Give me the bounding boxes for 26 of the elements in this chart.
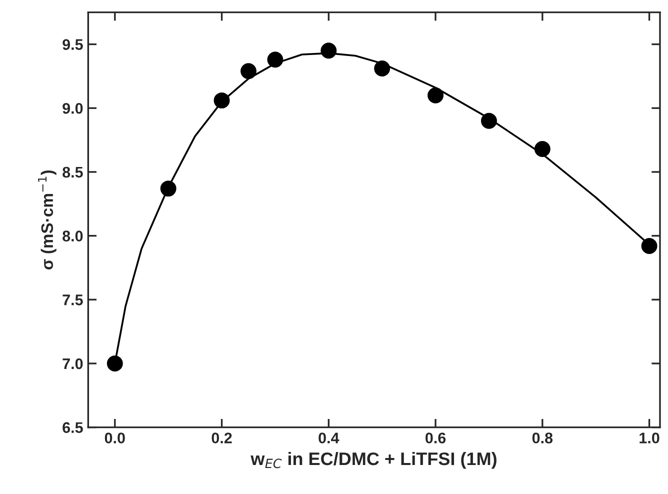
point [534,140,550,157]
x-axis-title: w$_{EC}$ in EC/DMC + LiTFSI (1M) [250,452,496,469]
point [267,52,284,68]
x-tick-label: 0.8 [532,432,553,444]
y-tick-label: 9.5 [62,39,83,50]
x-tick-label: 0.0 [104,432,125,444]
y-tick-label: 7.5 [62,294,83,306]
point [481,112,497,129]
y-tick-label: 6.5 [62,422,83,433]
y-axis-title: σ (mS·cm$^{−1}$) [38,170,56,270]
point [214,92,230,108]
x-tick-label: 0.6 [426,432,446,444]
point [160,180,176,197]
point [428,87,444,104]
x-tick-label: 0.4 [318,432,340,444]
y-tick-label: 9.0 [62,102,83,114]
x-tick-label: 1.0 [640,432,660,444]
point [320,42,337,59]
y-tick-label: 8.0 [62,230,83,242]
point [106,355,123,372]
y-tick-label: 8.5 [62,166,83,178]
point [240,63,256,80]
x-tick-label: 0.2 [212,432,232,444]
point [374,60,390,77]
point [641,238,658,254]
y-tick-label: 7.0 [62,358,83,370]
